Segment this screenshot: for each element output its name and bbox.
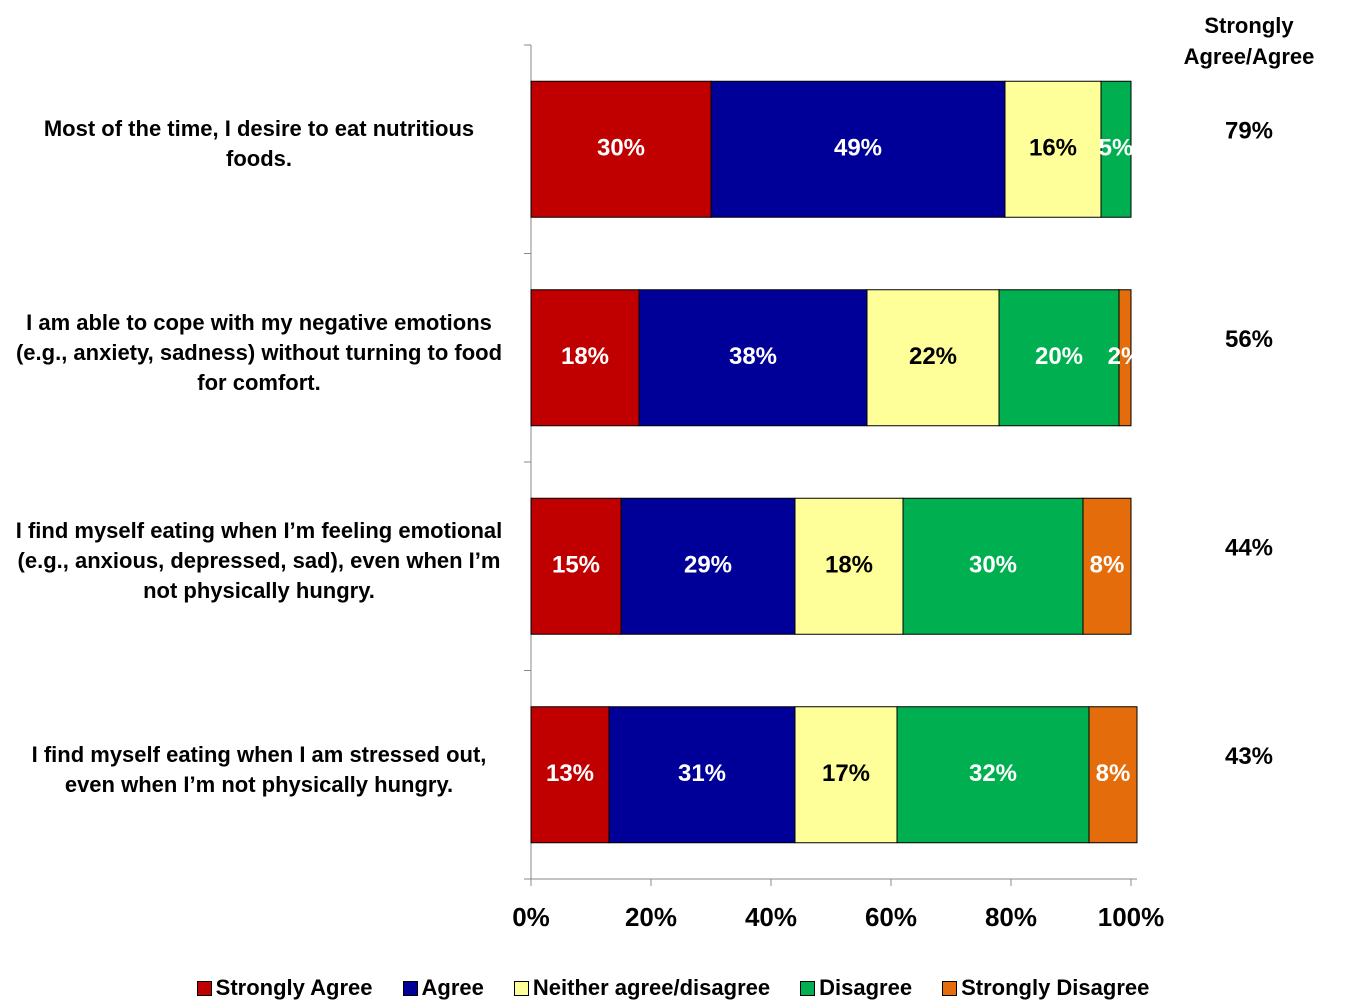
data-label: 8% bbox=[1096, 760, 1131, 787]
legend-swatch bbox=[196, 980, 212, 996]
data-label: 22% bbox=[909, 343, 957, 370]
bar-segment bbox=[530, 497, 622, 635]
data-label: 29% bbox=[684, 552, 732, 579]
x-tick-label: 0% bbox=[512, 902, 550, 932]
bar-segment bbox=[794, 706, 898, 844]
data-label: 32% bbox=[969, 760, 1017, 787]
legend-swatch bbox=[942, 980, 958, 996]
data-label: 38% bbox=[729, 343, 777, 370]
bar-segment bbox=[998, 289, 1120, 427]
data-label: 18% bbox=[825, 552, 873, 579]
bar-segment bbox=[608, 706, 796, 844]
x-tick-label: 100% bbox=[1098, 902, 1165, 932]
summary-value: 44% bbox=[1225, 535, 1273, 562]
data-label: 31% bbox=[678, 760, 726, 787]
bar-segment bbox=[530, 289, 640, 427]
bar-segment bbox=[638, 289, 868, 427]
data-label: 2% bbox=[1108, 343, 1143, 370]
legend-item: Strongly Agree bbox=[196, 975, 373, 1001]
data-label: 30% bbox=[969, 552, 1017, 579]
summary-value: 79% bbox=[1225, 118, 1273, 145]
bar-segment bbox=[1004, 80, 1102, 218]
bar-segment bbox=[902, 497, 1084, 635]
category-label: I find myself eating when I’m feeling em… bbox=[15, 518, 503, 604]
bar-segment bbox=[530, 80, 712, 218]
data-label: 17% bbox=[822, 760, 870, 787]
bar-segment bbox=[866, 289, 1000, 427]
summary-value: 43% bbox=[1225, 743, 1273, 770]
legend: Strongly Agree Agree Neither agree/disagre… bbox=[0, 975, 1346, 1001]
bar-segment bbox=[1082, 497, 1132, 635]
legend-label: Strongly Agree bbox=[215, 975, 373, 1000]
legend-label: Disagree bbox=[819, 975, 913, 1000]
data-label: 18% bbox=[561, 343, 609, 370]
legend-item: Neither agree/disagree bbox=[513, 975, 771, 1001]
data-label: 8% bbox=[1090, 552, 1125, 579]
bar-segment bbox=[1100, 80, 1132, 218]
data-label: 15% bbox=[552, 552, 600, 579]
x-tick-label: 80% bbox=[985, 902, 1037, 932]
legend-item: Strongly Disagree bbox=[942, 975, 1149, 1001]
category-label: I am able to cope with my negative emoti… bbox=[15, 309, 503, 395]
bar-segment bbox=[1118, 289, 1132, 427]
bar-segment bbox=[620, 497, 796, 635]
category-label: I find myself eating when I am stressed … bbox=[31, 741, 487, 797]
bar-segment bbox=[710, 80, 1006, 218]
x-tick-label: 60% bbox=[865, 902, 917, 932]
legend-swatch bbox=[513, 980, 529, 996]
data-label: 30% bbox=[597, 135, 645, 162]
bar-segment bbox=[1088, 706, 1138, 844]
data-label: 13% bbox=[546, 760, 594, 787]
legend-label: Strongly Disagree bbox=[961, 975, 1150, 1000]
legend-item: Agree bbox=[402, 975, 484, 1001]
data-label: 20% bbox=[1035, 343, 1083, 370]
data-label: 49% bbox=[834, 135, 882, 162]
legend-item: Disagree bbox=[800, 975, 912, 1001]
legend-swatch bbox=[800, 980, 816, 996]
category-label: Most of the time, I desire to eat nutrit… bbox=[43, 116, 475, 172]
bar-segment bbox=[896, 706, 1090, 844]
x-tick-label: 40% bbox=[745, 902, 797, 932]
x-tick-label: 20% bbox=[625, 902, 677, 932]
summary-value: 56% bbox=[1225, 326, 1273, 353]
bar-segment bbox=[794, 497, 904, 635]
bar-segment bbox=[530, 706, 610, 844]
legend-label: Agree bbox=[421, 975, 484, 1000]
legend-label: Neither agree/disagree bbox=[532, 975, 771, 1000]
legend-swatch bbox=[402, 980, 418, 996]
data-label: 5% bbox=[1099, 135, 1134, 162]
summary-title: Strongly Agree/Agree bbox=[1183, 13, 1315, 69]
data-label: 16% bbox=[1029, 135, 1077, 162]
